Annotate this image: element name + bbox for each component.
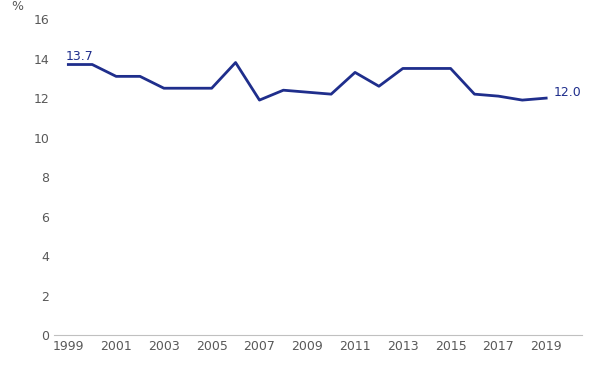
Text: 13.7: 13.7 (66, 50, 94, 62)
Text: %: % (11, 0, 23, 13)
Text: 12.0: 12.0 (553, 86, 581, 99)
